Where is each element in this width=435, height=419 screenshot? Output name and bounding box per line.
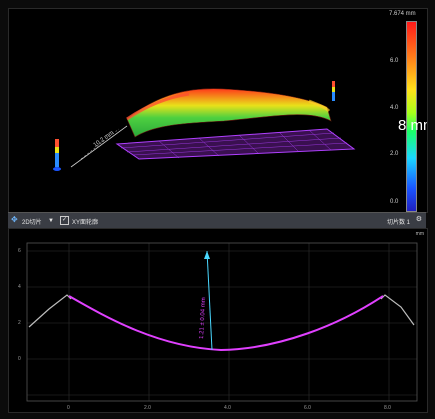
colorbar xyxy=(406,21,417,212)
colorbar-tick: 2.0 xyxy=(390,151,399,157)
overlay-scale-label: 8 mm xyxy=(398,117,427,134)
mode-selector[interactable]: 2D切片 xyxy=(22,220,42,226)
measure-line xyxy=(206,250,213,351)
checkbox-label: XY面轮廓 xyxy=(72,220,99,226)
y-tick: 0 xyxy=(18,356,21,362)
chevron-down-icon[interactable]: ▼ xyxy=(48,218,54,224)
base-grid-plane xyxy=(115,128,356,160)
y-tick: 2 xyxy=(18,320,21,326)
profile-2d-view[interactable]: 1.21 ± 0.04 mm mm 6 4 2 0 0 2.0 4.0 6.0 … xyxy=(8,228,428,413)
checkbox-icon[interactable]: ✓ xyxy=(60,216,69,225)
surface-3d-view[interactable]: 10.2 mm 7.674 mm 6.0 4.0 2.0 0.0 8 mm xyxy=(8,8,428,213)
profile-chart: 1.21 ± 0.04 mm xyxy=(26,242,418,402)
unit-label: mm xyxy=(415,231,424,237)
x-tick: 6.0 xyxy=(304,405,311,411)
gear-icon[interactable]: ⚙ xyxy=(415,216,422,223)
curved-surface xyxy=(126,88,332,138)
y-tick: 6 xyxy=(18,248,21,254)
x-tick: 0 xyxy=(67,405,70,411)
surface-3d-plot: 10.2 mm xyxy=(53,81,356,171)
colorbar-tick: 0.0 xyxy=(390,199,399,205)
colorbar-max-label: 7.674 mm xyxy=(389,11,416,17)
fitted-arc xyxy=(68,295,384,352)
colorbar-tick: 6.0 xyxy=(390,58,399,64)
x-tick: 4.0 xyxy=(224,405,231,411)
y-tick: 4 xyxy=(18,284,21,290)
measure-label: 1.21 ± 0.04 mm xyxy=(199,297,207,339)
slice-count-label: 切片数 1 xyxy=(386,220,410,226)
dimension-line xyxy=(70,125,128,168)
profile-outline xyxy=(28,294,72,328)
x-tick: 2.0 xyxy=(144,405,151,411)
dimension-label: 10.2 mm xyxy=(93,130,115,149)
x-tick: 8.0 xyxy=(384,405,391,411)
crosshair-icon[interactable]: ✥ xyxy=(11,215,18,224)
colorbar-tick: 4.0 xyxy=(390,105,399,111)
slice-toolbar: ✥ 2D切片 ▼ ✓ XY面轮廓 切片数 1 ⚙ xyxy=(8,212,426,229)
